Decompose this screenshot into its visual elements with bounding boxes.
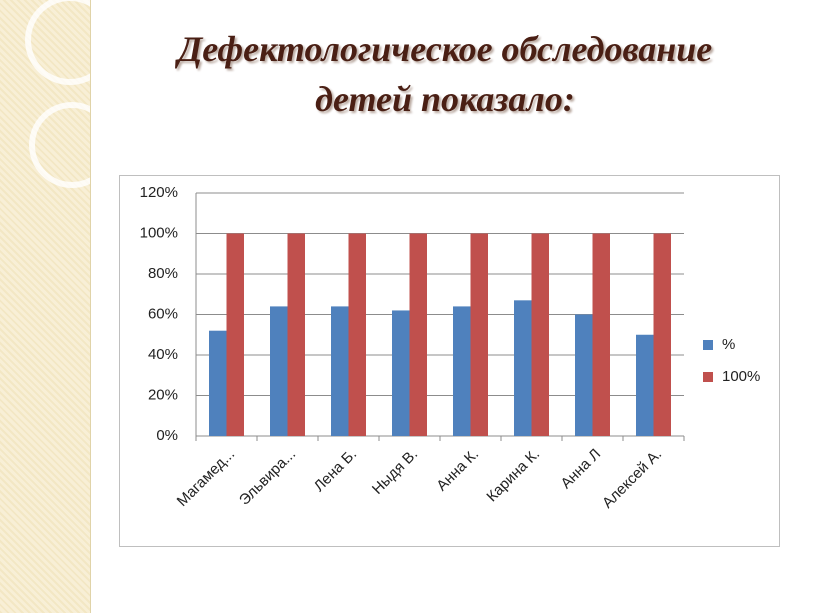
bar xyxy=(331,306,349,436)
bar xyxy=(226,233,244,436)
legend-swatch xyxy=(703,340,713,350)
decor-circles xyxy=(25,0,90,188)
slide-title: Дефектологическое обследование детей пок… xyxy=(177,29,713,119)
y-tick-label: 120% xyxy=(140,184,178,201)
bar xyxy=(209,330,227,436)
bar xyxy=(531,233,549,436)
y-tick-label: 40% xyxy=(148,346,178,363)
decor-strip xyxy=(0,0,91,613)
bar xyxy=(409,233,427,436)
bar xyxy=(470,233,488,436)
legend-swatch xyxy=(703,372,713,382)
bar xyxy=(348,233,366,436)
bar xyxy=(453,306,471,436)
bar xyxy=(514,300,532,436)
y-tick-label: 80% xyxy=(148,265,178,282)
bar xyxy=(575,314,593,436)
bar xyxy=(592,233,610,436)
y-tick-label: 0% xyxy=(156,427,178,444)
bar xyxy=(287,233,305,436)
y-tick-label: 60% xyxy=(148,305,178,322)
y-tick-label: 20% xyxy=(148,386,178,403)
bar xyxy=(270,306,288,436)
bar xyxy=(392,310,410,436)
bar xyxy=(636,334,654,436)
bar xyxy=(653,233,671,436)
y-tick-label: 100% xyxy=(140,224,178,241)
legend-label: % xyxy=(722,336,735,353)
legend-label: 100% xyxy=(722,368,760,385)
